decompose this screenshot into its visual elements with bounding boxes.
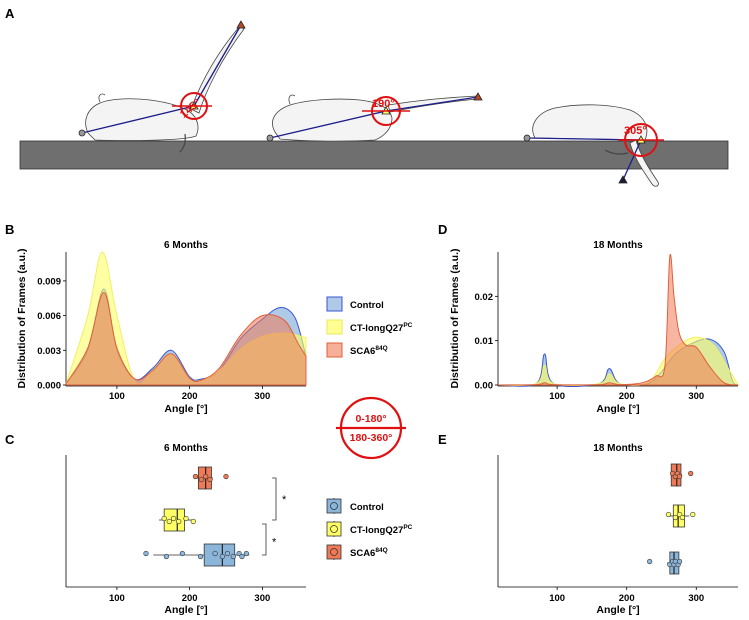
platform	[19, 140, 729, 170]
chart-d-18-months-distribution: 18 Months 100 200 300 0.00 0.01 0.02 Angle [°] D…	[449, 240, 740, 415]
x-tick-label: 100	[109, 593, 125, 604]
data-point-sca6	[192, 473, 199, 480]
legend-swatch-sca6	[326, 342, 343, 358]
x-axis-label: Angle [°]	[596, 403, 639, 415]
data-point-sca6	[207, 476, 213, 483]
legend-box-label-sca6: SCA684Q	[350, 547, 388, 559]
legend-label-control: Control	[350, 300, 384, 311]
x-tick-label: 300	[688, 391, 704, 402]
angle-label-2: 190°	[372, 98, 395, 110]
data-point-ct-longq27	[679, 514, 685, 521]
y-tick-label: 0.000	[37, 381, 61, 392]
data-point-sca6	[203, 473, 209, 480]
data-point-sca6	[676, 473, 683, 480]
y-tick-label: 0.00	[475, 381, 494, 392]
data-point-ct-longq27	[176, 518, 182, 525]
x-tick-label: 100	[549, 391, 565, 402]
panel-label-c: C	[5, 432, 15, 447]
data-point-control	[179, 550, 185, 557]
x-tick-label: 300	[254, 391, 270, 402]
data-point-control	[197, 553, 204, 560]
panel-label-a: A	[5, 6, 15, 21]
x-axis-label: Angle [°]	[164, 604, 207, 616]
data-point-sca6	[223, 473, 229, 480]
chart-title: 18 Months	[593, 443, 643, 454]
panel-label-e: E	[438, 432, 447, 447]
x-tick-label: 200	[182, 593, 198, 604]
data-point-control	[647, 558, 653, 565]
x-tick-label: 300	[688, 593, 704, 604]
data-point-sca6	[688, 470, 694, 477]
box-control	[203, 543, 236, 567]
panel-label-d: D	[438, 222, 447, 237]
data-point-control	[212, 550, 218, 557]
chart-title: 18 Months	[593, 240, 643, 251]
significance-bracket	[272, 477, 277, 521]
angle-range-top: 0-180°	[355, 413, 386, 425]
y-tick-label: 0.009	[37, 276, 61, 287]
y-tick-label: 0.003	[37, 346, 61, 357]
angle-range-bottom: 180-360°	[350, 432, 393, 444]
data-point-ct-longq27	[171, 515, 177, 522]
data-point-ct-longq27	[672, 514, 678, 521]
y-tick-label: 0.006	[37, 311, 61, 322]
data-point-control	[239, 553, 245, 560]
x-axis-label: Angle [°]	[596, 604, 639, 616]
legend-label-sca6: SCA684Q	[350, 345, 388, 357]
legend-box-control	[326, 498, 342, 514]
density-series-sca6	[497, 253, 739, 386]
angle-label-3: 305°	[624, 125, 647, 137]
data-point-control	[219, 553, 225, 560]
y-tick-label: 0.02	[475, 292, 494, 303]
mouse-sketch-1: 145°	[78, 20, 246, 153]
chart-b-6-months-distribution: 6 Months 100 200 300 0.000 0.003 0.006 0.009 Ang…	[16, 240, 307, 415]
data-point-control	[143, 550, 149, 557]
x-tick-label: 200	[619, 391, 635, 402]
legend-distribution: Control CT-longQ27PC SCA684Q	[326, 296, 413, 358]
data-point-control	[243, 550, 249, 557]
x-tick-label: 100	[109, 391, 125, 402]
data-point-ct-longq27	[190, 518, 196, 525]
data-point-ct-longq27	[183, 515, 189, 522]
legend-box-label-control: Control	[350, 502, 384, 513]
data-point-ct-longq27	[166, 518, 172, 525]
y-tick-label: 0.01	[475, 336, 494, 347]
x-axis-label: Angle [°]	[164, 403, 207, 415]
legend-boxplot: Control CT-longQ27PC SCA684Q	[326, 498, 413, 560]
data-point-sca6	[198, 476, 204, 483]
significance-star: *	[282, 494, 287, 506]
x-tick-label: 200	[619, 593, 635, 604]
legend-label-ct: CT-longQ27PC	[350, 322, 413, 334]
data-point-control	[224, 550, 231, 557]
mouse-sketch-2: 190°	[266, 92, 483, 142]
x-tick-label: 100	[549, 593, 565, 604]
data-point-control	[230, 553, 236, 560]
chart-e-18-months-boxplot: 18 Months 100 200 300 Angle [°]	[497, 443, 738, 616]
data-point-control	[163, 553, 169, 560]
x-tick-label: 200	[182, 391, 198, 402]
y-axis-label: Distribution of Frames (a.u.)	[449, 248, 461, 388]
significance-bracket	[262, 523, 267, 556]
legend-swatch-control	[326, 296, 343, 312]
data-point-control	[676, 558, 683, 565]
data-point-ct-longq27	[161, 515, 167, 522]
data-point-ct-longq27	[665, 511, 672, 518]
data-point-ct-longq27	[690, 511, 696, 518]
mouse-sketch-3: 305°	[523, 104, 664, 187]
chart-title: 6 Months	[164, 240, 208, 251]
legend-box-sca6	[326, 544, 342, 560]
chart-c-6-months-boxplot: 6 Months 100 200 300 Angle [°] * *	[65, 443, 306, 616]
legend-box-ct	[326, 521, 342, 537]
y-axis-label: Distribution of Frames (a.u.)	[16, 248, 28, 388]
chart-title: 6 Months	[164, 443, 208, 454]
density-series-sca6	[65, 291, 307, 386]
significance-star: *	[272, 537, 277, 549]
legend-box-label-ct: CT-longQ27PC	[350, 524, 413, 536]
x-tick-label: 300	[254, 593, 270, 604]
angle-range-legend: 0-180° 180-360°	[336, 396, 406, 460]
legend-swatch-ct	[326, 319, 343, 335]
panel-label-b: B	[5, 222, 14, 237]
